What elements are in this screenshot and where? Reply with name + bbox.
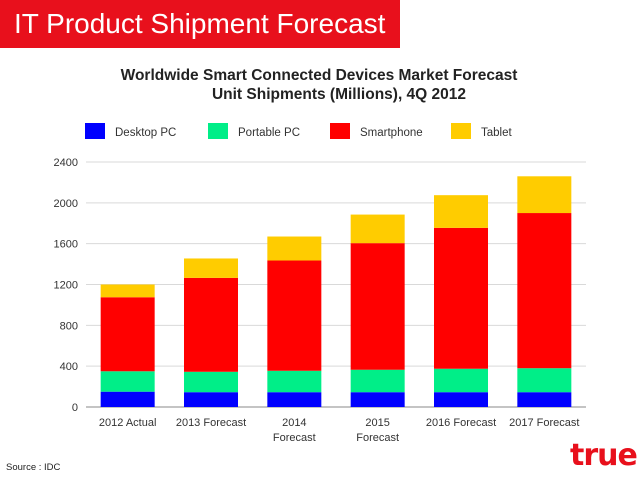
bar-segment bbox=[267, 236, 322, 261]
x-tick-label: 2016 Forecast bbox=[426, 417, 496, 429]
bar-segment bbox=[434, 227, 488, 369]
bar-segment bbox=[184, 371, 238, 393]
x-tick-label: 2017 Forecast bbox=[509, 417, 579, 429]
chart-title-line1: Worldwide Smart Connected Devices Market… bbox=[120, 67, 518, 84]
bar-segment bbox=[267, 260, 322, 371]
y-tick-label: 2400 bbox=[54, 157, 78, 169]
bar-segment bbox=[100, 284, 155, 298]
y-tick-label: 2000 bbox=[54, 198, 78, 210]
bar-segment bbox=[184, 258, 238, 278]
bar-segment bbox=[100, 391, 155, 407]
y-tick-label: 0 bbox=[72, 402, 78, 414]
legend-swatch bbox=[208, 123, 228, 139]
y-tick-label: 1600 bbox=[54, 239, 78, 251]
legend-label: Tablet bbox=[481, 127, 512, 139]
bar-segment bbox=[434, 392, 488, 407]
bar-segment bbox=[517, 213, 572, 369]
x-tick-label: 2015 Forecast bbox=[356, 417, 399, 444]
bar-segment bbox=[267, 392, 322, 407]
chart-title: Worldwide Smart Connected Devices Market… bbox=[0, 66, 638, 104]
legend-label: Desktop PC bbox=[115, 127, 176, 139]
y-tick-label: 800 bbox=[60, 320, 78, 332]
chart-title-line2: Unit Shipments (Millions), 4Q 2012 bbox=[211, 86, 467, 103]
y-tick-label: 1200 bbox=[54, 280, 78, 292]
legend-label: Portable PC bbox=[238, 127, 300, 139]
legend-swatch bbox=[451, 123, 471, 139]
bar-segment bbox=[267, 370, 322, 393]
x-tick-label: 2013 Forecast bbox=[176, 417, 246, 429]
legend-label: Smartphone bbox=[360, 127, 423, 139]
x-tick-label: 2014 Forecast bbox=[273, 417, 316, 444]
bar-segment bbox=[350, 214, 405, 244]
source-note: Source : IDC bbox=[6, 462, 61, 473]
bar-segment bbox=[100, 371, 155, 392]
bar-segment bbox=[517, 392, 572, 407]
bar-segment bbox=[350, 369, 405, 393]
bar-segment bbox=[350, 392, 405, 407]
bar-segment bbox=[100, 297, 155, 372]
bar-segment bbox=[184, 392, 238, 407]
y-tick-label: 400 bbox=[60, 361, 78, 373]
bar-segment bbox=[434, 195, 488, 228]
true-logo: true bbox=[570, 438, 638, 473]
slide-title: IT Product Shipment Forecast bbox=[14, 8, 386, 39]
x-tick-label: 2012 Actual bbox=[99, 417, 157, 429]
bar-segment bbox=[517, 368, 572, 393]
bar-segment bbox=[350, 243, 405, 370]
legend-swatch bbox=[85, 123, 105, 139]
bar-segment bbox=[434, 368, 488, 393]
title-banner: IT Product Shipment Forecast bbox=[0, 0, 400, 48]
legend-swatch bbox=[330, 123, 350, 139]
bar-segment bbox=[517, 176, 572, 214]
bar-segment bbox=[184, 277, 238, 372]
